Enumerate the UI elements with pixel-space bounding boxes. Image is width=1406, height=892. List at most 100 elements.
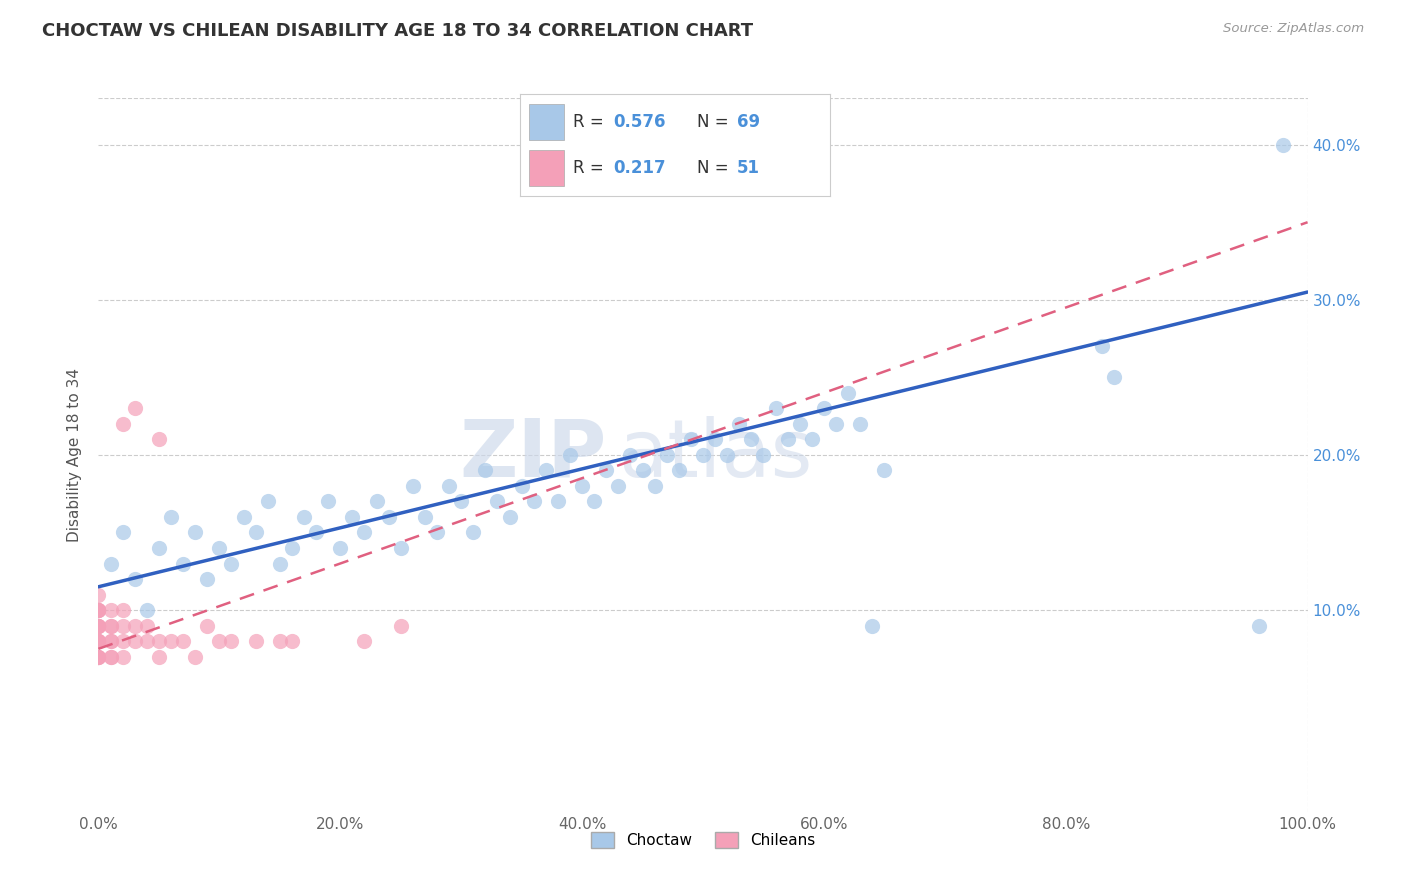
Point: [208, 541, 231, 555]
Point: [413, 510, 436, 524]
Point: [111, 634, 134, 648]
Point: [873, 463, 896, 477]
Point: [583, 494, 606, 508]
Point: [776, 433, 799, 447]
Point: [849, 417, 872, 431]
Point: [655, 448, 678, 462]
Point: [631, 463, 654, 477]
Point: [172, 557, 194, 571]
Point: [558, 448, 581, 462]
Point: [377, 510, 399, 524]
Point: [860, 618, 883, 632]
Point: [124, 634, 146, 648]
Point: [523, 494, 546, 508]
Point: [135, 618, 157, 632]
Point: [87, 634, 110, 648]
Point: [825, 417, 848, 431]
Point: [692, 448, 714, 462]
Text: N =: N =: [696, 159, 734, 177]
Point: [87, 618, 110, 632]
Point: [111, 417, 134, 431]
Text: Source: ZipAtlas.com: Source: ZipAtlas.com: [1223, 22, 1364, 36]
Point: [87, 603, 110, 617]
Bar: [530, 104, 564, 140]
Point: [292, 510, 315, 524]
Point: [100, 649, 122, 664]
Point: [800, 433, 823, 447]
Point: [463, 525, 485, 540]
Point: [172, 634, 194, 648]
Point: [87, 649, 110, 664]
Point: [486, 494, 509, 508]
Point: [740, 433, 762, 447]
Point: [221, 557, 243, 571]
Point: [87, 603, 110, 617]
Point: [837, 385, 859, 400]
Point: [208, 634, 231, 648]
Point: [100, 618, 122, 632]
Text: R =: R =: [572, 159, 609, 177]
Point: [595, 463, 617, 477]
Point: [87, 618, 110, 632]
Point: [498, 510, 520, 524]
Point: [87, 603, 110, 617]
Point: [87, 649, 110, 664]
Point: [124, 572, 146, 586]
Point: [402, 479, 425, 493]
Point: [426, 525, 449, 540]
Point: [160, 634, 183, 648]
Text: atlas: atlas: [619, 416, 813, 494]
Point: [716, 448, 738, 462]
Point: [571, 479, 593, 493]
Point: [100, 557, 122, 571]
Point: [704, 433, 727, 447]
Point: [87, 603, 110, 617]
Text: ZIP: ZIP: [458, 416, 606, 494]
Point: [316, 494, 339, 508]
Point: [148, 634, 170, 648]
Point: [124, 618, 146, 632]
Point: [281, 634, 304, 648]
Point: [148, 433, 170, 447]
Point: [474, 463, 496, 477]
Point: [111, 649, 134, 664]
Point: [329, 541, 352, 555]
Point: [269, 634, 291, 648]
Point: [87, 618, 110, 632]
Point: [450, 494, 472, 508]
Point: [100, 634, 122, 648]
Point: [124, 401, 146, 416]
Point: [100, 634, 122, 648]
Point: [87, 649, 110, 664]
Point: [1272, 137, 1295, 152]
Point: [1249, 618, 1271, 632]
Point: [160, 510, 183, 524]
Point: [87, 634, 110, 648]
Point: [547, 494, 569, 508]
Point: [534, 463, 557, 477]
Point: [148, 541, 170, 555]
Point: [728, 417, 751, 431]
Point: [1091, 339, 1114, 353]
Point: [184, 649, 207, 664]
Text: 69: 69: [737, 113, 759, 131]
Text: N =: N =: [696, 113, 734, 131]
Point: [353, 634, 375, 648]
Point: [111, 525, 134, 540]
Point: [100, 618, 122, 632]
Point: [111, 618, 134, 632]
Point: [305, 525, 328, 540]
Point: [269, 557, 291, 571]
Point: [100, 603, 122, 617]
Point: [111, 603, 134, 617]
Point: [184, 525, 207, 540]
Point: [87, 634, 110, 648]
Point: [87, 634, 110, 648]
Point: [232, 510, 254, 524]
Text: 0.576: 0.576: [613, 113, 665, 131]
Text: 51: 51: [737, 159, 759, 177]
Point: [679, 433, 702, 447]
Point: [245, 525, 267, 540]
Point: [668, 463, 690, 477]
Point: [765, 401, 787, 416]
